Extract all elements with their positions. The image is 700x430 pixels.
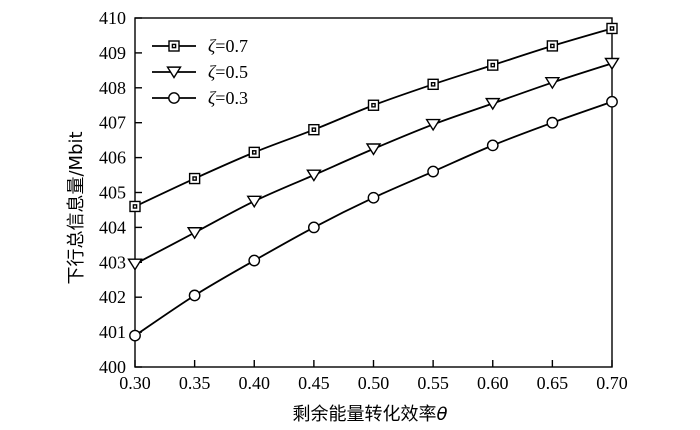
legend-entry: ζ=0.5 bbox=[152, 62, 248, 82]
x-axis-label-symbol: θ bbox=[436, 404, 447, 425]
legend-value: =0.5 bbox=[215, 62, 248, 82]
data-point bbox=[246, 195, 263, 209]
series-layer bbox=[127, 22, 620, 342]
y-axis-label: 下行总信息量/Mbit bbox=[66, 131, 87, 284]
y-tick-label: 406 bbox=[99, 148, 126, 168]
y-tick-label: 410 bbox=[99, 8, 126, 28]
data-point-inner bbox=[609, 26, 615, 31]
data-point-inner bbox=[371, 102, 376, 108]
series-line bbox=[134, 62, 613, 265]
legend-marker bbox=[168, 92, 180, 104]
data-point-inner bbox=[132, 204, 138, 209]
x-tick-label: 0.60 bbox=[477, 373, 509, 393]
x-tick-label: 0.45 bbox=[298, 373, 330, 393]
data-point-inner bbox=[550, 43, 555, 49]
x-tick-label: 0.70 bbox=[596, 373, 628, 393]
data-point bbox=[129, 329, 141, 342]
x-tick-label: 0.30 bbox=[119, 373, 151, 393]
data-point bbox=[307, 221, 320, 234]
legend-symbol: ζ bbox=[208, 62, 217, 82]
data-point-inner bbox=[192, 176, 197, 181]
data-point bbox=[606, 95, 618, 108]
legend-label: ζ=0.5 bbox=[208, 62, 248, 82]
y-tick-label: 403 bbox=[99, 252, 126, 272]
series-line bbox=[134, 27, 613, 208]
legend-value: =0.3 bbox=[215, 88, 248, 108]
y-tick-label: 407 bbox=[99, 113, 126, 133]
data-point bbox=[604, 57, 620, 71]
series-circle bbox=[129, 95, 618, 342]
data-point bbox=[186, 227, 203, 240]
y-tick-label: 404 bbox=[99, 217, 126, 237]
series-square bbox=[129, 22, 618, 213]
data-point bbox=[188, 289, 201, 302]
data-point bbox=[425, 118, 441, 132]
x-axis-ticks: 0.30 0.35 0.40 0.45 0.50 0.55 0.60 0.65 0.70 bbox=[119, 360, 628, 393]
legend-entry: ζ=0.3 bbox=[152, 88, 248, 108]
y-axis-ticks: 400 401 402 403 404 405 406 407 408 409 410 bbox=[99, 8, 142, 377]
data-point bbox=[127, 258, 143, 271]
legend-marker-inner bbox=[171, 43, 177, 49]
data-point bbox=[365, 143, 382, 156]
x-axis-label: 剩余能量转化效率θ bbox=[292, 404, 447, 425]
y-tick-label: 400 bbox=[99, 357, 126, 377]
legend: ζ=0.7ζ=0.5ζ=0.3 bbox=[152, 36, 248, 108]
data-point bbox=[306, 169, 322, 182]
legend-label: ζ=0.7 bbox=[208, 36, 248, 56]
data-point bbox=[427, 165, 440, 178]
data-point bbox=[367, 191, 380, 204]
data-point bbox=[544, 76, 561, 90]
data-point bbox=[248, 254, 261, 267]
y-tick-label: 408 bbox=[99, 78, 126, 98]
legend-value: =0.7 bbox=[215, 36, 248, 56]
x-tick-label: 0.35 bbox=[179, 373, 211, 393]
x-tick-label: 0.55 bbox=[417, 373, 449, 393]
x-axis-label-text: 剩余能量转化效率 bbox=[292, 404, 436, 425]
data-point-inner bbox=[251, 150, 257, 155]
series-line bbox=[134, 100, 613, 337]
y-tick-label: 409 bbox=[99, 43, 126, 63]
legend-marker bbox=[166, 66, 182, 79]
legend-entry: ζ=0.7 bbox=[152, 36, 248, 56]
data-point bbox=[486, 139, 499, 152]
x-tick-label: 0.65 bbox=[537, 373, 569, 393]
data-point-inner bbox=[490, 62, 496, 68]
legend-symbol: ζ bbox=[208, 88, 217, 108]
data-point-inner bbox=[311, 127, 317, 132]
data-point-inner bbox=[430, 82, 436, 87]
legend-symbol: ζ bbox=[208, 36, 217, 56]
legend-label: ζ=0.3 bbox=[208, 88, 248, 108]
series-triangle-down bbox=[127, 57, 620, 271]
x-tick-label: 0.40 bbox=[239, 373, 271, 393]
x-tick-label: 0.50 bbox=[358, 373, 390, 393]
y-tick-label: 401 bbox=[99, 322, 126, 342]
data-point bbox=[546, 116, 559, 129]
y-tick-label: 402 bbox=[99, 287, 126, 307]
y-tick-label: 405 bbox=[99, 183, 126, 203]
data-point bbox=[484, 97, 501, 111]
